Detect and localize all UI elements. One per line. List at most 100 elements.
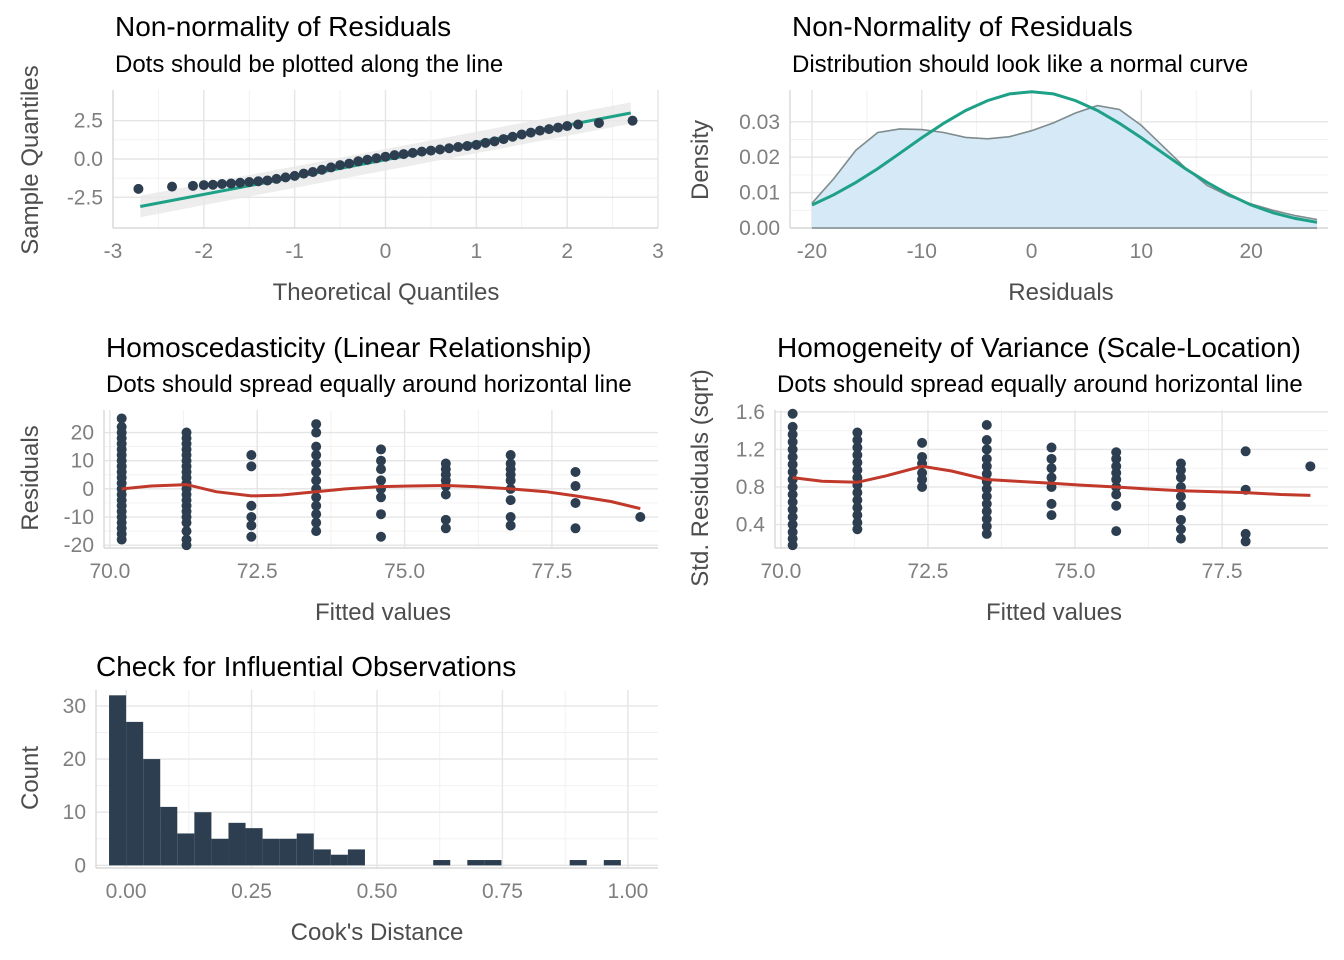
cooks-bar [603, 860, 621, 866]
qq-xtick-label: 1 [470, 240, 482, 263]
homosced-point [246, 512, 257, 523]
homosced-point [246, 450, 257, 461]
scaleloc-point [1046, 472, 1057, 483]
cooks-xtick-label: 1.00 [607, 880, 648, 903]
scaleloc-point [1111, 447, 1122, 458]
qq-point [593, 117, 604, 128]
scaleloc-point [917, 451, 928, 462]
homosced-ytick-label: 20 [71, 422, 94, 445]
qq-point [471, 139, 482, 150]
scaleloc-loess-line [792, 464, 1311, 497]
qq-point [371, 153, 382, 164]
homosced-point [570, 497, 581, 508]
panel-scale-location: Homogeneity of Variance (Scale-Location)… [687, 332, 1328, 626]
qq-point [489, 136, 500, 147]
scaleloc-point [981, 420, 992, 431]
scaleloc-point [852, 502, 863, 513]
scaleloc-point [787, 489, 798, 500]
homosced-point [440, 489, 451, 500]
scaleloc-point [981, 528, 992, 539]
scaleloc-xtick-label: 77.5 [1202, 560, 1243, 583]
homosced-point [376, 531, 386, 542]
qq-point [289, 170, 300, 181]
density-xtick-label: 10 [1130, 240, 1153, 263]
qq-ytick-label: -2.5 [67, 186, 103, 209]
scaleloc-point [981, 453, 992, 464]
homosced-point [311, 492, 322, 503]
homosced-point [376, 464, 386, 475]
qq-xtick-label: -1 [285, 240, 304, 263]
panel-qq: Non-normality of Residuals Dots should b… [17, 11, 664, 306]
scaleloc-point [787, 481, 798, 492]
homosced-ytick-label: -20 [64, 534, 94, 557]
density-area [811, 105, 1318, 228]
cooks-plot-area: 0.00 0.25 0.50 0.75 1.00 0 10 20 30 [63, 690, 658, 903]
panel-density: Non-Normality of Residuals Distribution … [687, 11, 1328, 306]
scaleloc-point [1046, 463, 1057, 474]
homosced-xtick-label: 72.5 [237, 560, 278, 583]
qq-point [253, 176, 264, 187]
qq-point [198, 180, 209, 191]
cooks-bar [313, 849, 331, 866]
density-xtick-label: 20 [1239, 240, 1262, 263]
qq-ylabel: Sample Quantiles [17, 65, 44, 254]
qq-point [573, 119, 584, 130]
scaleloc-xtick-label: 72.5 [908, 560, 949, 583]
density-subtitle: Distribution should look like a normal c… [792, 51, 1248, 78]
qq-point [425, 145, 436, 156]
scaleloc-title: Homogeneity of Variance (Scale-Location) [777, 332, 1301, 363]
qq-point [398, 149, 409, 160]
scaleloc-point [787, 451, 798, 462]
scaleloc-point [787, 436, 798, 447]
qq-subtitle: Dots should be plotted along the line [115, 51, 503, 78]
cooks-title: Check for Influential Observations [96, 651, 516, 682]
scaleloc-subtitle: Dots should spread equally around horizo… [777, 371, 1303, 398]
scaleloc-point [1175, 458, 1186, 469]
qq-point [207, 179, 218, 190]
scaleloc-point [852, 495, 863, 506]
qq-point [362, 154, 373, 165]
scaleloc-point [1175, 500, 1186, 511]
density-xtick-label: -10 [907, 240, 937, 263]
scaleloc-xlabel: Fitted values [986, 599, 1122, 626]
qq-point [217, 178, 227, 189]
homosced-point [505, 458, 516, 469]
homosced-point [311, 526, 322, 537]
qq-title: Non-normality of Residuals [115, 11, 451, 42]
scaleloc-point [1305, 461, 1316, 472]
homosced-ytick-label: 0 [82, 478, 94, 501]
scaleloc-point [852, 510, 863, 521]
homosced-point [376, 492, 386, 503]
homosced-point [570, 523, 581, 534]
homosced-title: Homoscedasticity (Linear Relationship) [106, 332, 592, 363]
scaleloc-point [981, 468, 992, 479]
qq-point [226, 178, 237, 189]
density-ytick-label: 0.03 [739, 111, 780, 134]
homosced-point [570, 466, 581, 477]
scaleloc-point [787, 466, 798, 477]
qq-point [187, 180, 198, 191]
qq-point [407, 147, 418, 158]
qq-xlabel: Theoretical Quantiles [273, 279, 500, 306]
scaleloc-point [981, 513, 992, 524]
homosced-point [440, 458, 451, 469]
scaleloc-point [852, 517, 863, 528]
homosced-point [635, 512, 646, 523]
qq-point [235, 177, 246, 188]
homosced-point [311, 475, 322, 486]
scaleloc-point [852, 487, 863, 498]
qq-point [516, 129, 527, 140]
cooks-bar [330, 854, 348, 866]
scaleloc-point [787, 504, 798, 515]
scaleloc-point [981, 498, 992, 509]
normal-curve [811, 90, 1318, 224]
homosced-point [116, 413, 127, 424]
scaleloc-point [852, 472, 863, 483]
homosced-point [570, 481, 581, 492]
scaleloc-ytick-label: 1.2 [736, 438, 765, 461]
homosced-xtick-label: 75.0 [384, 560, 425, 583]
scaleloc-ytick-label: 0.4 [736, 514, 766, 537]
scaleloc-point [852, 442, 863, 453]
homosced-point [116, 421, 127, 432]
